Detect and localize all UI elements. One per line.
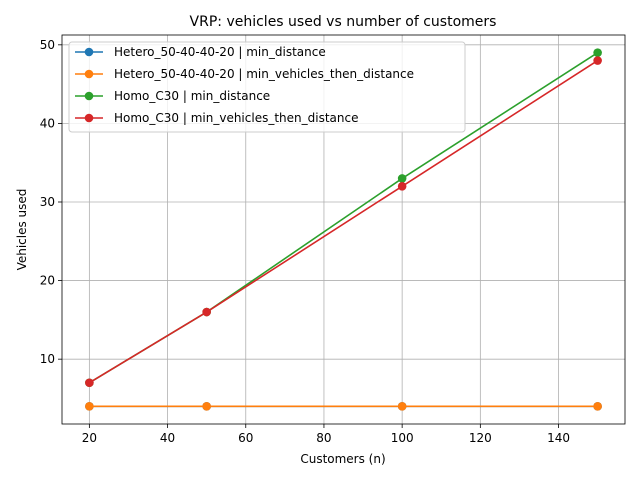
legend-marker (84, 113, 94, 123)
data-point (593, 402, 602, 411)
plot-frame (61, 34, 626, 425)
chart-title: VRP: vehicles used vs number of customer… (190, 14, 497, 30)
data-point (202, 402, 211, 411)
legend-label: Homo_C30 | min_vehicles_then_distance (114, 111, 358, 125)
series-line (88, 59, 599, 384)
y-tick-label: 20 (40, 274, 55, 288)
data-point (85, 378, 94, 388)
x-tick-label: 20 (82, 431, 97, 445)
data-point (593, 48, 602, 57)
x-axis-label: Customers (n) (300, 452, 385, 466)
x-tick-label: 60 (238, 431, 253, 445)
y-tick-label: 40 (40, 116, 55, 130)
legend-label: Hetero_50-40-40-20 | min_distance (114, 45, 326, 59)
data-point (397, 402, 407, 411)
series-4 (85, 56, 602, 388)
legend-box (68, 41, 466, 133)
legend-entry: Homo_C30 | min_vehicles_then_distance (75, 111, 358, 125)
data-point (593, 56, 602, 65)
legend-label: Hetero_50-40-40-20 | min_vehicles_then_d… (114, 67, 414, 81)
data-point (397, 174, 407, 183)
data-point (202, 307, 211, 317)
x-tick-label: 40 (160, 431, 175, 445)
legend: Hetero_50-40-40-20 | min_distance Hetero_… (68, 41, 466, 133)
data-point (85, 402, 94, 411)
legend-entry: Hetero_50-40-40-20 | min_distance (75, 45, 326, 59)
x-tick-label: 80 (316, 431, 331, 445)
x-axis-ticks: 20 40 60 80 100 120 140 (82, 424, 570, 445)
legend-marker (84, 69, 94, 79)
y-tick-label: 10 (40, 352, 55, 366)
y-tick-label: 50 (40, 38, 55, 52)
series-layer (85, 48, 602, 411)
legend-marker (84, 91, 94, 101)
y-axis-label: Vehicles used (15, 189, 29, 271)
legend-label: Homo_C30 | min_distance (114, 89, 270, 103)
legend-entry: Homo_C30 | min_distance (75, 89, 270, 103)
legend-marker (84, 47, 94, 57)
y-axis-ticks: 10 20 30 40 50 (40, 38, 62, 366)
x-tick-label: 140 (547, 431, 570, 445)
data-point (397, 181, 407, 191)
legend-entry: Hetero_50-40-40-20 | min_vehicles_then_d… (75, 67, 414, 81)
x-tick-label: 120 (469, 431, 492, 445)
series-2 (85, 402, 602, 411)
x-tick-label: 100 (391, 431, 414, 445)
y-tick-label: 30 (40, 195, 55, 209)
